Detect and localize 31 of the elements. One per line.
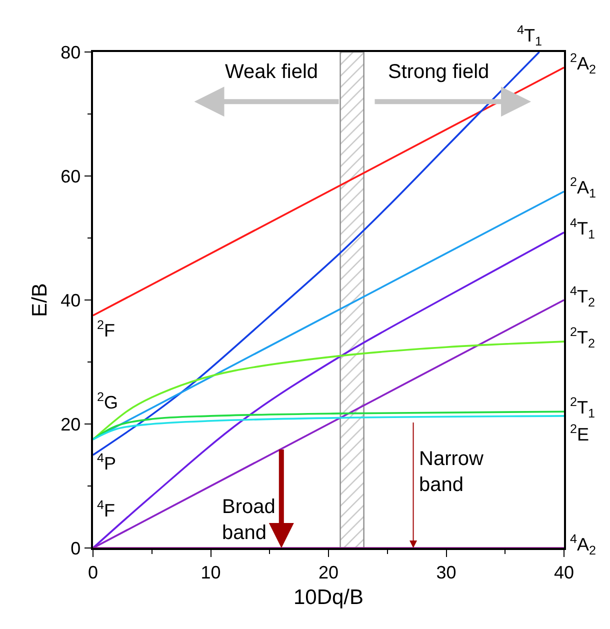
annotation: $^{2}$G (97, 390, 118, 413)
y-tick-label: 80 (60, 42, 81, 62)
series-label: $^{2}$A$_{1}$ (570, 175, 596, 200)
series-label: $^{2}$T$_{1}$ (570, 395, 596, 420)
x-tick-label: 20 (318, 562, 339, 582)
line-series (93, 232, 564, 548)
y-tick-label: 60 (60, 166, 81, 186)
y-tick-label: 0 (70, 538, 81, 558)
annotation: Broad band (222, 496, 276, 544)
annotation: $^{4}$P (97, 451, 116, 474)
y-axis-title: E/B (28, 283, 52, 317)
series-label: $^{4}$A$_{2}$ (570, 532, 596, 558)
x-tick-label: 30 (436, 562, 456, 582)
x-axis-title: 10Dq/B (293, 586, 364, 610)
annotation: $^{4}$F (97, 498, 116, 521)
annotation: $^{2}$F (97, 318, 116, 341)
series-label: $^{4}$T$_{2}$ (570, 284, 596, 310)
series-label: $^{4}$T$_{1}$ (517, 23, 542, 48)
series-label: $^{2}$A$_{2}$ (570, 51, 596, 76)
series-label: $^{4}$T$_{1}$ (570, 216, 596, 242)
y-tick-label: 40 (60, 290, 81, 310)
x-tick-label: 40 (554, 562, 574, 582)
annotation: Narrow band (419, 448, 484, 496)
x-tick-label: 10 (200, 562, 221, 582)
series-label: $^{2}$E (570, 422, 590, 445)
y-tick-label: 20 (60, 414, 81, 434)
annotation: Strong field (388, 61, 490, 83)
x-tick-label: 0 (88, 562, 98, 582)
annotation: Weak field (225, 61, 318, 83)
series-label: $^{2}$T$_{2}$ (570, 325, 596, 350)
line-series (93, 340, 564, 440)
